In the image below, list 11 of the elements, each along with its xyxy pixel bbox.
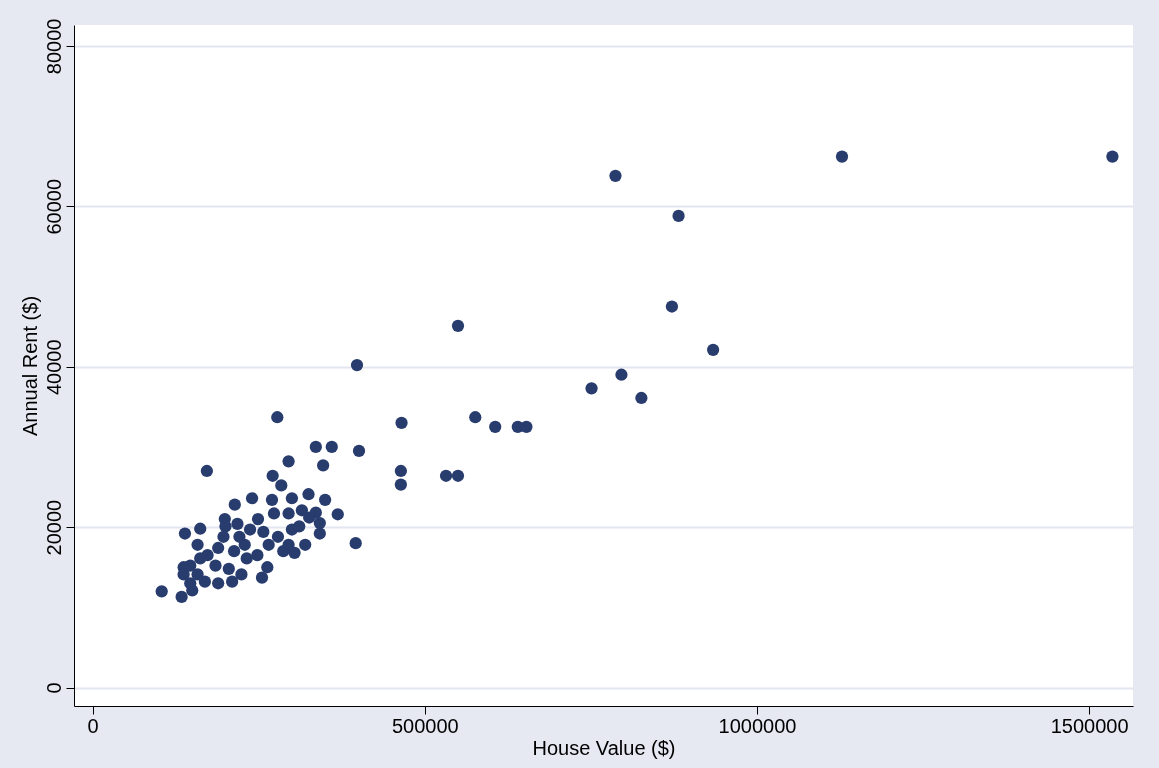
y-axis-title: Annual Rent ($) xyxy=(18,295,41,437)
x-tick-label: 0 xyxy=(87,714,99,737)
x-tick-label: 500000 xyxy=(391,714,459,737)
x-tick-label: 1500000 xyxy=(1050,714,1129,737)
y-tick-label: 60000 xyxy=(42,178,65,235)
y-tick-label: 20000 xyxy=(42,499,65,556)
y-tick-label: 80000 xyxy=(42,18,65,75)
x-axis-title: House Value ($) xyxy=(532,736,676,759)
y-tick-label: 0 xyxy=(42,682,65,694)
y-tick-label: 40000 xyxy=(42,339,65,396)
x-tick-label: 1000000 xyxy=(718,714,797,737)
